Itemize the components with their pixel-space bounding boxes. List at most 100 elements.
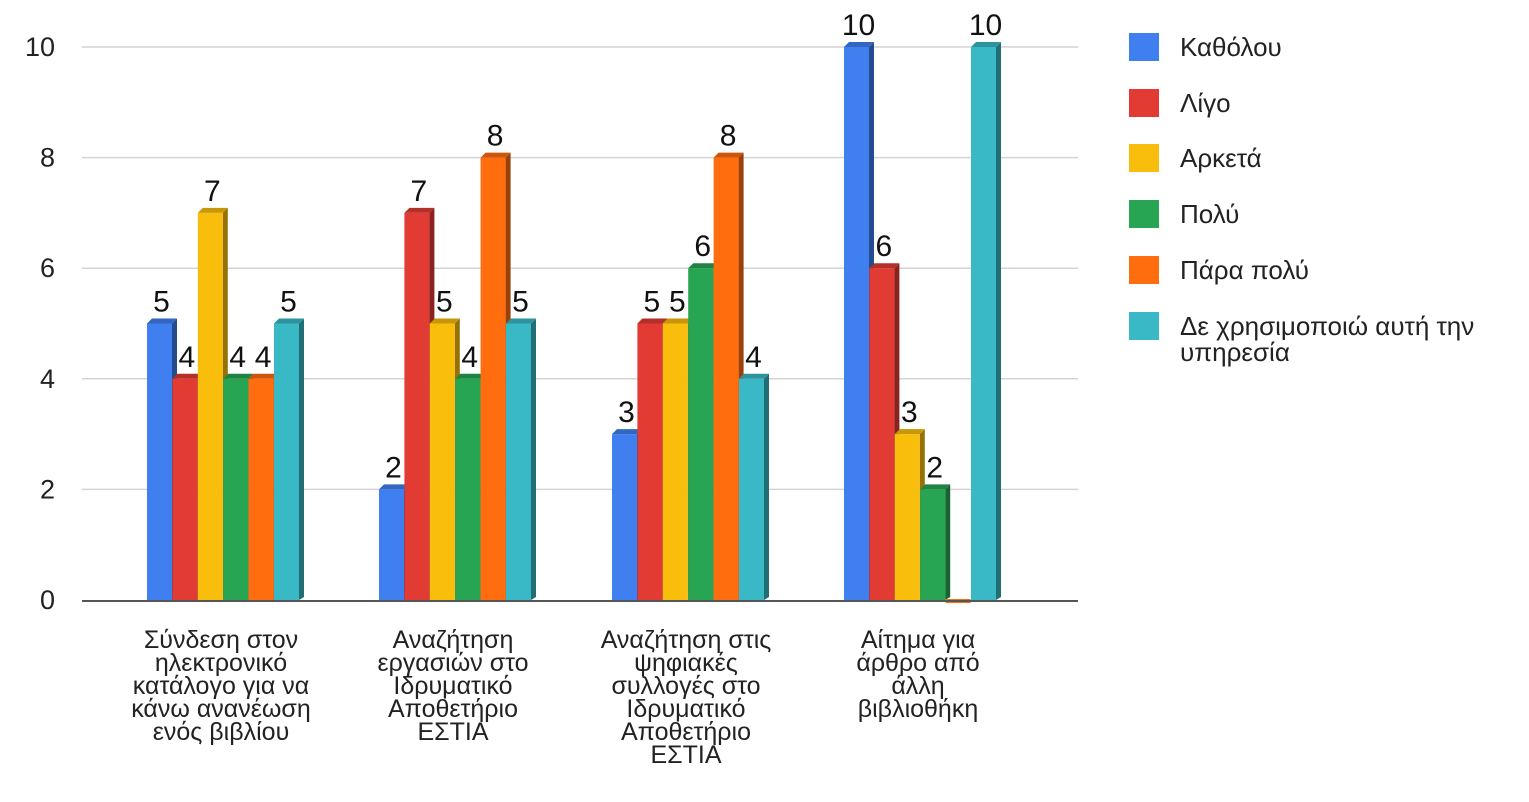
legend-label: υπηρεσία <box>1180 337 1290 367</box>
y-tick-label: 0 <box>40 585 55 615</box>
data-label: 3 <box>901 396 918 429</box>
bar-side <box>299 318 304 600</box>
bar-top <box>971 42 1001 47</box>
bar-side <box>531 318 536 600</box>
legend-swatch <box>1129 144 1159 172</box>
bar-top <box>455 373 486 379</box>
legend-item: Καθόλου <box>1129 32 1282 62</box>
legend-swatch <box>1129 256 1159 284</box>
category-label-line: Ιδρυματικό <box>393 672 512 700</box>
bar <box>379 489 404 600</box>
bar-top <box>637 318 668 324</box>
data-label: 4 <box>255 341 272 374</box>
category-label-line: συλλογές στο <box>611 672 760 700</box>
data-label: 4 <box>229 341 246 374</box>
data-label: 4 <box>179 341 196 374</box>
bar-top <box>612 429 642 435</box>
legend-swatch <box>1129 89 1159 117</box>
y-tick-label: 2 <box>40 474 55 504</box>
bar-top <box>506 318 536 324</box>
bar-side <box>945 484 951 600</box>
data-label: 5 <box>153 286 170 319</box>
y-tick-label: 6 <box>40 253 55 283</box>
category-label-line: Ιδρυματικό <box>626 695 745 723</box>
bar <box>429 323 455 600</box>
data-label: 10 <box>969 9 1002 42</box>
category-label-line: βιβλιοθήκη <box>858 695 978 723</box>
bar-top <box>248 373 279 379</box>
data-label: 3 <box>618 396 635 429</box>
bar-top <box>894 429 925 435</box>
bar <box>739 378 764 600</box>
legend-label: Αρκετά <box>1180 143 1262 173</box>
data-label: 5 <box>512 286 529 319</box>
bar <box>455 378 481 600</box>
legend-label: Λίγο <box>1180 88 1231 118</box>
bar <box>713 157 739 600</box>
category-label-line: Σύνδεση στον <box>144 626 298 654</box>
bar <box>147 323 172 600</box>
legend-item: Λίγο <box>1129 88 1231 118</box>
bar <box>248 378 274 600</box>
y-tick-label: 8 <box>40 143 55 173</box>
y-axis-ticks: 0 2 4 6 8 10 <box>25 32 55 615</box>
y-tick-label: 4 <box>40 364 55 394</box>
legend: Καθόλου Λίγο Αρκετά Πολύ Πάρα πολύ Δε χρησιμο… <box>1129 32 1474 367</box>
bar <box>637 323 663 600</box>
bar-top <box>274 318 304 324</box>
bar-top <box>147 318 177 324</box>
data-label: 4 <box>461 341 478 374</box>
data-label: 10 <box>842 9 875 42</box>
data-label: 8 <box>720 120 737 153</box>
category-label-line: ψηφιακές <box>634 649 738 677</box>
bar-top <box>869 263 900 269</box>
category-label-line: κατάλογο για να <box>133 672 309 700</box>
data-label: 8 <box>487 120 504 153</box>
category-label-line: ενός βιβλίου <box>153 718 290 746</box>
data-label: 5 <box>280 286 297 319</box>
data-label: 4 <box>745 341 762 374</box>
bar-top <box>223 373 254 379</box>
legend-label: Καθόλου <box>1180 32 1282 62</box>
category-label-line: Αποθετήριο <box>388 695 518 723</box>
bar-top <box>429 318 460 324</box>
category-label-line: ΕΣΤΙΑ <box>417 718 488 746</box>
bar-top <box>844 42 874 47</box>
legend-label: Δε χρησιμοποιώ αυτή την <box>1180 311 1474 341</box>
bar-top <box>739 373 769 379</box>
bar <box>612 434 637 600</box>
category-label-line: εργασιών στο <box>377 649 528 677</box>
legend-label: Πολύ <box>1180 199 1239 229</box>
bar <box>688 268 714 600</box>
legend-item: Αρκετά <box>1129 143 1262 173</box>
legend-label: Πάρα πολύ <box>1180 255 1309 285</box>
bar-top <box>920 484 951 490</box>
legend-item: Πολύ <box>1129 199 1239 229</box>
bar <box>506 323 531 600</box>
bar <box>920 489 946 600</box>
category-label-line: Αναζήτηση <box>393 626 514 654</box>
bar-top <box>404 207 435 213</box>
data-label: 5 <box>644 286 661 319</box>
bar <box>223 378 249 600</box>
bar <box>869 268 895 600</box>
category-label-line: Αναζήτηση στις <box>601 626 772 654</box>
data-label: 6 <box>876 230 893 263</box>
data-label: 6 <box>694 230 711 263</box>
data-label: 5 <box>436 286 453 319</box>
bar-top <box>480 152 511 158</box>
data-label: 7 <box>411 175 428 208</box>
category-label-line: άλλη <box>891 672 944 700</box>
bar <box>894 434 920 600</box>
category-label-line: Αποθετήριο <box>621 718 751 746</box>
legend-item: Πάρα πολύ <box>1129 255 1309 285</box>
y-tick-label: 10 <box>25 32 55 62</box>
bar-top <box>688 263 719 269</box>
legend-swatch <box>1129 312 1159 340</box>
